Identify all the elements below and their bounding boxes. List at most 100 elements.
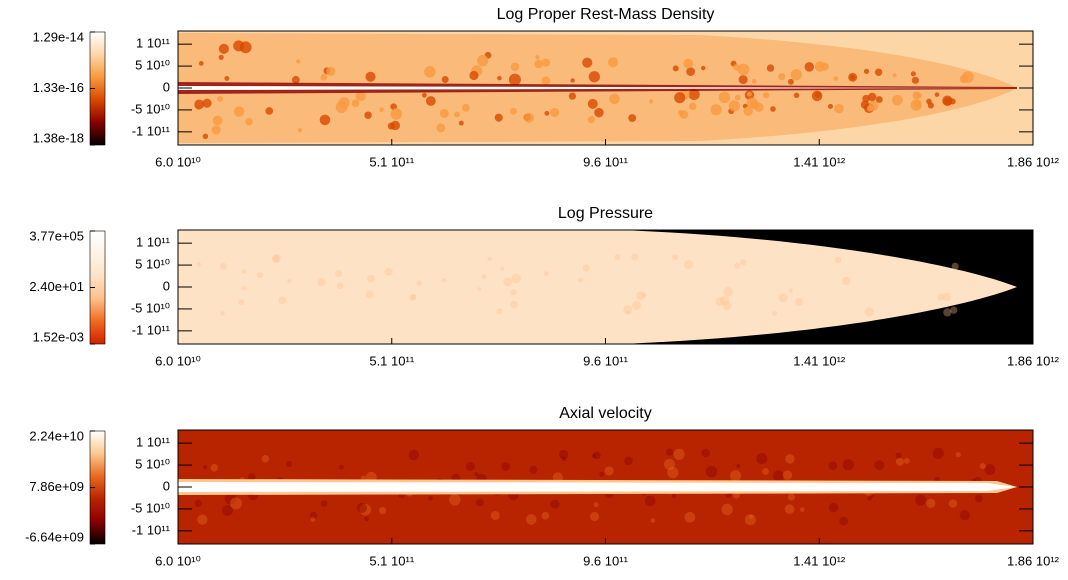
velocity-blob: [762, 468, 769, 475]
eddy: [911, 71, 916, 76]
velocity-blob: [975, 495, 983, 503]
eddy: [821, 63, 829, 71]
pressure-blob: [950, 306, 957, 313]
y-tick-label: 0: [163, 478, 170, 493]
velocity-blob: [230, 497, 242, 509]
eddy: [436, 123, 445, 132]
x-tick-label: 6.0 10¹⁰: [155, 154, 201, 169]
colorbar-tick-label: 1.33e-16: [33, 80, 84, 95]
eddy: [511, 63, 520, 72]
eddy: [233, 40, 244, 51]
eddy: [733, 64, 740, 71]
pressure-blob: [772, 310, 777, 315]
pressure-blob: [583, 265, 590, 272]
pressure-blob: [510, 289, 516, 295]
eddy: [296, 59, 300, 63]
pressure-blob: [614, 254, 620, 260]
eddy: [320, 115, 331, 126]
pressure-blob: [631, 254, 638, 261]
eddy: [892, 95, 903, 106]
pressure-blob: [337, 283, 344, 290]
eddy: [336, 101, 348, 113]
eddy: [326, 67, 335, 76]
eddy: [391, 121, 400, 130]
y-tick-label: -1 10¹¹: [132, 522, 171, 537]
velocity-blob: [896, 458, 904, 466]
y-tick-label: -5 10¹⁰: [131, 300, 170, 315]
y-tick-label: 0: [163, 278, 170, 293]
velocity-blob: [949, 499, 957, 507]
velocity-blob: [839, 517, 848, 526]
eddy: [213, 116, 223, 126]
x-tick-label: 5.1 10¹¹: [369, 353, 414, 368]
velocity-blob: [550, 499, 559, 508]
eddy: [689, 103, 696, 110]
eddy: [569, 92, 576, 99]
eddy: [524, 113, 534, 123]
eddy: [202, 99, 211, 108]
pressure-blob: [442, 278, 446, 282]
velocity-blob: [466, 462, 475, 471]
pressure-blob: [335, 270, 342, 277]
pressure-blob: [220, 263, 227, 270]
velocity-blob: [800, 507, 805, 512]
eddy: [365, 72, 375, 82]
velocity-blob: [960, 510, 970, 520]
velocity-blob: [788, 493, 795, 500]
velocity-blob: [702, 449, 710, 457]
eddy: [711, 104, 722, 115]
x-tick-label: 5.1 10¹¹: [369, 553, 414, 568]
pressure-blob: [795, 298, 803, 306]
eddy: [203, 134, 209, 140]
eddy: [588, 116, 595, 123]
eddy: [747, 92, 752, 97]
y-tick-label: 5 10¹⁰: [135, 457, 170, 472]
pressure-blob: [317, 278, 325, 286]
colorbar-tick-label: 1.38e-18: [33, 130, 84, 145]
y-tick-label: 1 10¹¹: [136, 36, 171, 51]
eddy: [544, 111, 549, 116]
eddy: [683, 59, 693, 69]
x-tick-label: 1.41 10¹²: [793, 553, 846, 568]
eddy: [588, 99, 598, 109]
velocity-blob: [428, 496, 433, 501]
colorbar-tick-label: 2.24e+10: [29, 428, 84, 443]
velocity-blob: [592, 454, 596, 458]
velocity-blob: [526, 514, 537, 525]
pressure-blob: [242, 269, 247, 274]
velocity-blob: [904, 458, 910, 464]
pressure-blob: [632, 301, 641, 310]
pressure-blob: [789, 289, 793, 293]
pressure-blob: [842, 277, 851, 286]
pressure-blob: [241, 286, 246, 291]
velocity-blob: [645, 496, 656, 507]
eddy: [743, 106, 752, 115]
eddy: [763, 92, 769, 98]
panel-title: Axial velocity: [559, 405, 651, 422]
eddy: [424, 66, 435, 77]
velocity-blob: [980, 463, 986, 469]
pressure-blob: [943, 293, 951, 301]
y-tick-label: 5 10¹⁰: [135, 257, 170, 272]
eddy: [497, 76, 502, 81]
eddy: [298, 128, 302, 132]
eddy: [794, 93, 799, 98]
eddy: [422, 93, 427, 98]
velocity-blob: [262, 455, 269, 462]
velocity-blob: [357, 503, 367, 513]
velocity-blob: [562, 457, 566, 461]
pressure-blob: [257, 272, 263, 278]
eddy: [738, 64, 750, 76]
eddy: [754, 102, 763, 111]
eddy: [868, 93, 876, 101]
eddy: [912, 77, 919, 84]
y-tick-label: -5 10¹⁰: [131, 500, 170, 515]
pressure-blob: [865, 307, 875, 317]
velocity-blob: [706, 466, 718, 478]
eddy: [234, 106, 244, 116]
colorbar-tick-label: 7.86e+09: [29, 479, 84, 494]
velocity-blob: [605, 466, 614, 475]
velocity-blob: [868, 497, 872, 501]
y-tick-label: -5 10¹⁰: [131, 101, 170, 116]
pressure-blob: [287, 279, 291, 283]
